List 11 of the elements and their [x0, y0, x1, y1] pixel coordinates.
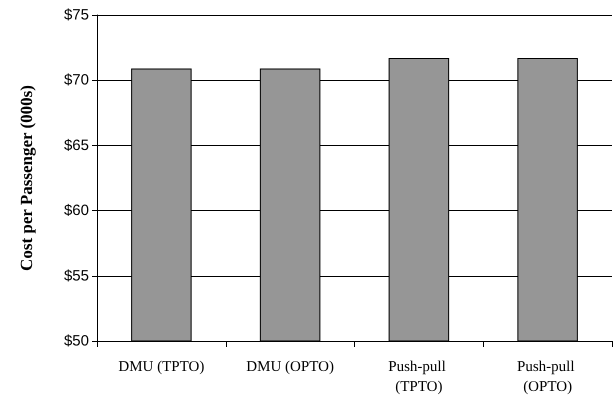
y-tick-label: $65 [64, 136, 89, 154]
x-tick-label: DMU (TPTO) [118, 359, 204, 375]
y-tick-label: $60 [64, 202, 89, 220]
y-axis-title: Cost per Passenger (000s) [17, 85, 36, 271]
y-tick-label: $70 [64, 72, 89, 89]
x-tick-label: Push-pull (OPTO) [516, 359, 578, 395]
y-tick-label: $55 [64, 267, 89, 284]
y-tick-label: $50 [64, 332, 89, 350]
x-tick-label: DMU (OPTO) [246, 359, 334, 375]
y-tick-label: $75 [64, 6, 89, 24]
x-tick-label: Push-pull (TPTO) [388, 359, 450, 395]
